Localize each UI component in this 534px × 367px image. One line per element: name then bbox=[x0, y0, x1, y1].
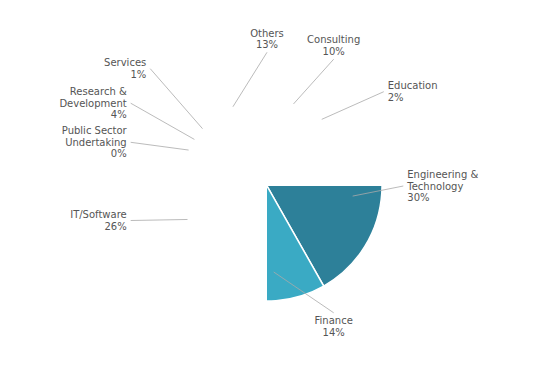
category-label-line: Technology bbox=[406, 181, 463, 192]
leader-line bbox=[131, 142, 189, 150]
chart-svg: Consulting10% Education2% Engineering &Tec… bbox=[0, 0, 534, 367]
leader-line bbox=[294, 59, 334, 104]
category-label-line: Finance bbox=[315, 315, 353, 326]
category-label: IT/Software bbox=[70, 209, 127, 220]
labels: Consulting10% Education2% Engineering &Tec… bbox=[59, 28, 478, 338]
category-label-line: Undertaking bbox=[65, 137, 127, 148]
slice-label: Services1% bbox=[104, 57, 146, 80]
slices bbox=[267, 186, 382, 301]
category-label: Finance bbox=[315, 315, 353, 326]
leader-line bbox=[150, 69, 202, 129]
category-label-line: Services bbox=[104, 57, 146, 68]
leader-line bbox=[233, 52, 267, 106]
value-label: 0% bbox=[111, 148, 127, 159]
category-label: Services bbox=[104, 57, 146, 68]
slice-label: Others13% bbox=[250, 28, 284, 51]
leader-line bbox=[274, 272, 334, 313]
category-label: Others bbox=[250, 28, 284, 39]
value-label: 30% bbox=[407, 192, 429, 203]
leader-line bbox=[353, 186, 404, 196]
slice-label: Consulting10% bbox=[307, 34, 360, 57]
value-label: 14% bbox=[323, 327, 345, 338]
category-label-line: Education bbox=[388, 80, 438, 91]
slice bbox=[267, 186, 324, 301]
slice-label: Engineering &Technology30% bbox=[406, 169, 478, 203]
slice-label: Public SectorUndertaking0% bbox=[62, 125, 128, 159]
value-label: 26% bbox=[104, 221, 126, 232]
category-label: Education bbox=[388, 80, 438, 91]
category-label: Consulting bbox=[307, 34, 360, 45]
leader-line bbox=[322, 92, 384, 120]
chart-container: Consulting10% Education2% Engineering &Tec… bbox=[0, 0, 534, 367]
value-label: 2% bbox=[388, 92, 404, 103]
value-label: 13% bbox=[256, 39, 278, 50]
value-label: 10% bbox=[323, 46, 345, 57]
category-label-line: Development bbox=[59, 98, 126, 109]
category-label-line: Public Sector bbox=[62, 125, 128, 136]
slice-label: Education2% bbox=[388, 80, 438, 103]
category-label: Public SectorUndertaking bbox=[62, 125, 128, 148]
category-label: Engineering &Technology bbox=[406, 169, 478, 192]
leader-line bbox=[131, 219, 188, 220]
category-label-line: Consulting bbox=[307, 34, 360, 45]
category-label-line: Others bbox=[250, 28, 284, 39]
slice-label: Research &Development4% bbox=[59, 86, 127, 120]
value-label: 4% bbox=[111, 109, 127, 120]
category-label: Research &Development bbox=[59, 86, 127, 109]
category-label-line: IT/Software bbox=[70, 209, 127, 220]
category-label-line: Research & bbox=[70, 86, 127, 97]
slice-label: Finance14% bbox=[315, 315, 353, 338]
value-label: 1% bbox=[130, 69, 146, 80]
category-label-line: Engineering & bbox=[407, 169, 478, 180]
slice-label: IT/Software26% bbox=[70, 209, 127, 232]
leader-lines bbox=[131, 52, 404, 313]
